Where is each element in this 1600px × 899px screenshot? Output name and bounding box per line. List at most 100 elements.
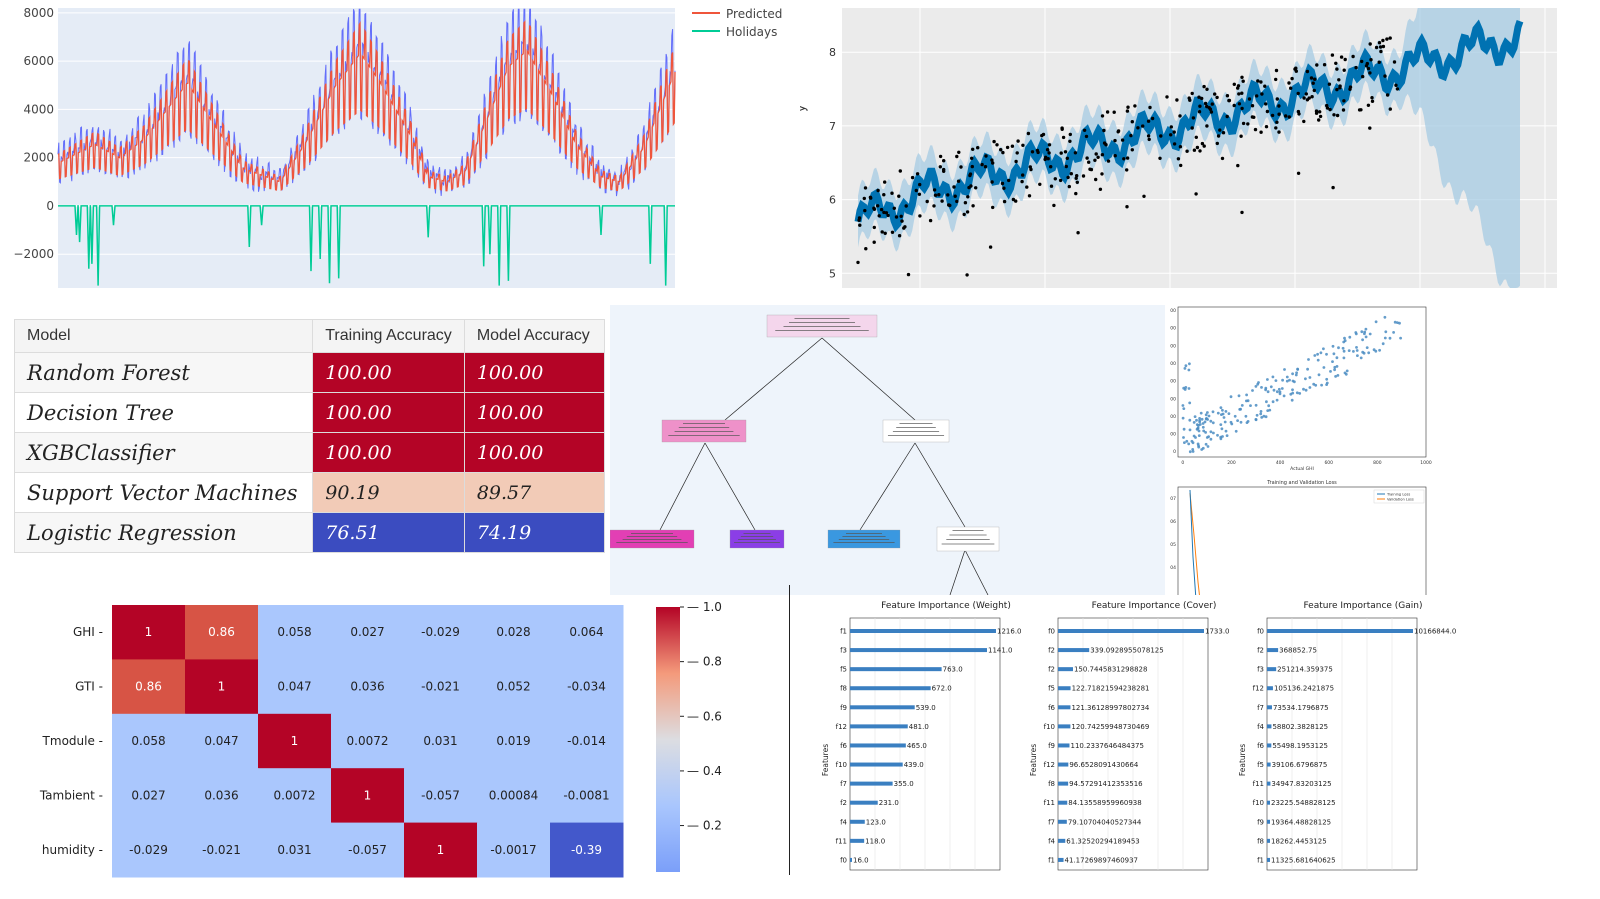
feature-importance-bar (1058, 743, 1070, 748)
observed-point (856, 260, 860, 265)
heatmap-cell-value: 0.058 (131, 734, 165, 748)
decision-tree-diagram (610, 314, 1000, 595)
observed-point (1172, 130, 1176, 134)
observed-point (1337, 78, 1341, 82)
scatter-point (1336, 374, 1340, 377)
scatter-point (1275, 390, 1279, 394)
observed-point (1311, 81, 1315, 85)
scatter-point (1187, 387, 1191, 390)
observed-point (872, 240, 876, 244)
scatter-point (1298, 392, 1302, 395)
observed-point (1179, 163, 1183, 168)
scatter-point (1291, 391, 1295, 395)
training-accuracy-cell: 100.00 (312, 392, 465, 433)
observed-point (1098, 187, 1103, 191)
scatter-point (1219, 406, 1223, 409)
observed-point (1287, 115, 1291, 119)
decision-tree-panel (610, 305, 1165, 595)
observed-point (1240, 91, 1244, 95)
observed-point (1256, 79, 1260, 83)
observed-point (1227, 98, 1232, 103)
scatter-point (1275, 398, 1279, 402)
feature-importance-value: 539.0 (916, 704, 936, 712)
observed-point (1007, 178, 1011, 183)
forecast-panel: 8 7 6 5 y (800, 0, 1600, 300)
scatter-point (1333, 368, 1336, 372)
feature-importance-label: f8 (840, 685, 847, 693)
observed-point (932, 204, 936, 208)
scatter-point (1227, 412, 1231, 415)
scatter-point (1374, 349, 1378, 353)
feature-importance-value: 368852.75 (1279, 647, 1317, 655)
feature-importance-bar (1058, 686, 1071, 691)
observed-point (1142, 194, 1146, 198)
observed-point (1225, 114, 1229, 119)
scatter-point (1264, 386, 1268, 390)
scatter-point (1207, 414, 1211, 418)
observed-point (1275, 97, 1279, 101)
heatmap-cell (477, 659, 551, 715)
observed-point (1369, 58, 1373, 62)
model-name-cell: Decision Tree (13, 392, 314, 433)
tree-node-text-line (946, 539, 990, 540)
observed-point (1010, 144, 1015, 148)
scatter-point (1239, 407, 1242, 411)
tree-node-text-line (738, 539, 776, 540)
feature-importance-label: f12 (1253, 685, 1264, 693)
observed-point (1394, 83, 1398, 88)
regression-panel: Actual vs Predicted GHI02004006008001000… (1170, 305, 1600, 595)
observed-point (1190, 126, 1194, 130)
tree-node-text-line (683, 423, 725, 424)
tree-node-text-line (783, 326, 861, 327)
observed-point (900, 219, 904, 223)
header-model: Model (13, 319, 314, 353)
observed-point (952, 185, 956, 189)
feature-importance-bar (850, 743, 906, 748)
heatmap-cell (331, 659, 405, 715)
scatter-point (1288, 378, 1291, 382)
observed-point (1030, 150, 1035, 154)
observed-point (1215, 95, 1219, 100)
feature-importance-title: Feature Importance (Cover) (1092, 601, 1217, 611)
feature-importance-value: 481.0 (909, 723, 929, 731)
scatter-point (1196, 427, 1200, 430)
observed-point (1388, 107, 1392, 111)
scatter-point (1295, 371, 1298, 375)
feature-importance-ylabel: Features (1029, 744, 1038, 776)
scatter-xtick-label: 600 (1324, 460, 1333, 466)
heatmap-cell-value: 0.031 (277, 843, 311, 857)
accuracy-table-panel: Model Training Accuracy Model Accuracy R… (0, 305, 605, 595)
tree-edge (914, 442, 966, 528)
observed-point (864, 247, 868, 251)
scatter-point (1209, 437, 1213, 441)
observed-point (1120, 138, 1125, 142)
scatter-xtick-label: 1000 (1420, 460, 1432, 466)
feature-importance-label: f7 (840, 780, 847, 788)
scatter-point (1211, 410, 1215, 414)
scatter-point (1205, 436, 1209, 439)
scatter-point (1343, 371, 1347, 375)
observed-point (1277, 104, 1281, 108)
legend-predicted-label: Predicted (726, 7, 782, 21)
observed-point (1331, 185, 1335, 190)
feature-importance-label: f2 (1048, 666, 1055, 674)
feature-importance-value: 1216.0 (997, 628, 1022, 636)
forecast-line (854, 19, 1524, 233)
scatter-point (1396, 321, 1399, 324)
observed-point (1113, 138, 1117, 143)
scatter-point (1204, 442, 1208, 446)
observed-point (1209, 110, 1214, 114)
feature-importance-label: f0 (1257, 628, 1264, 636)
observed-point (1325, 103, 1329, 108)
observed-point (1274, 68, 1279, 73)
heatmap-cell (331, 768, 405, 824)
feature-importance-label: f7 (1257, 704, 1264, 712)
observed-point (1081, 174, 1086, 178)
scatter-point (1285, 375, 1289, 379)
observed-point (1289, 86, 1293, 90)
timeseries-legend[interactable]: Predicted Holidays (692, 7, 782, 39)
scatter-point (1313, 354, 1317, 357)
observed-point (940, 199, 944, 203)
observed-point (1304, 92, 1308, 96)
accuracy-table-row: Support Vector Machines 90.19 89.57 (13, 472, 605, 513)
